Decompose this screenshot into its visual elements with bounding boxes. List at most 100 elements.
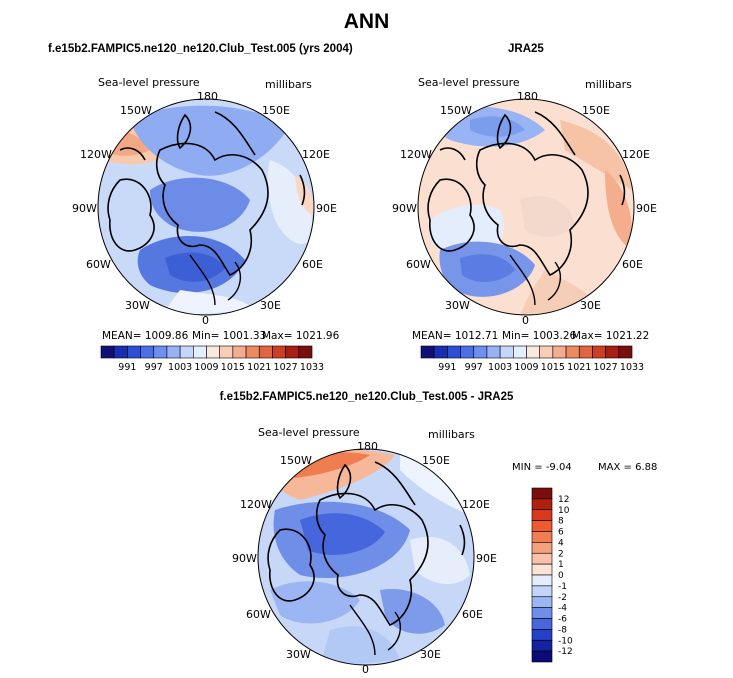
left-lon-90e: 90E <box>316 202 337 215</box>
diff-colorbar-swatch <box>531 574 553 587</box>
diff-colorbar-tick-label: 8 <box>558 517 564 527</box>
diff-colorbar-tick-label: 1 <box>558 560 564 570</box>
right-colorbar-tick-label: 1009 <box>514 362 538 373</box>
diff-lon-150w: 150W <box>280 454 312 467</box>
main-title: ANN <box>343 10 390 33</box>
diff-colorbar-swatch <box>531 542 553 554</box>
left-colorbar-swatch <box>232 345 247 359</box>
diff-units-label: millibars <box>428 428 475 441</box>
right-lon-120w: 120W <box>400 148 432 161</box>
right-mean: MEAN= 1012.71 <box>412 330 499 342</box>
right-lon-120e: 120E <box>622 148 650 161</box>
left-colorbar-tick-label: 1009 <box>194 362 218 373</box>
right-lon-60e: 60E <box>622 258 643 271</box>
diff-colorbar-tick-label: 12 <box>558 495 569 505</box>
right-lon-30e: 30E <box>580 299 601 312</box>
left-colorbar-swatch <box>272 345 286 359</box>
diff-colorbar-tick-label: 2 <box>558 549 564 559</box>
diff-polar-map <box>258 449 474 665</box>
left-colorbar-swatch <box>153 345 168 359</box>
left-colorbar-swatch <box>127 345 141 359</box>
left-colorbar: 991 997 1003 1009 1015 1021 1027 1033 <box>100 345 324 373</box>
right-colorbar-swatch <box>552 345 567 359</box>
diff-colorbar-tick-label: -12 <box>558 647 573 657</box>
left-colorbar-tick-label: 1021 <box>247 362 271 373</box>
right-lon-150w: 150W <box>440 104 472 117</box>
left-lon-150w: 150W <box>120 104 152 117</box>
left-colorbar-tick-label: 997 <box>145 362 163 373</box>
right-colorbar-swatch <box>460 345 475 359</box>
right-colorbar-swatch <box>513 345 527 359</box>
diff-colorbar-swatch <box>531 509 553 521</box>
left-lon-30e: 30E <box>260 299 281 312</box>
right-max: Max= 1021.22 <box>572 330 650 342</box>
diff-lon-90e: 90E <box>476 552 497 565</box>
left-colorbar-tick-label: 1015 <box>221 362 245 373</box>
left-max: Max= 1021.96 <box>262 330 340 342</box>
left-colorbar-swatch <box>206 345 220 359</box>
right-colorbar-tick-label: 1015 <box>541 362 565 373</box>
right-panel-title: JRA25 <box>508 43 544 55</box>
right-colorbar-tick-label: 1027 <box>594 362 618 373</box>
diff-colorbar-swatch <box>531 498 553 511</box>
left-colorbar-tick-label: 1003 <box>168 362 192 373</box>
right-lon-180: 180 <box>517 90 538 103</box>
right-colorbar-swatch <box>592 345 606 359</box>
left-colorbar-swatch <box>219 345 234 359</box>
left-colorbar-tick-label: 1033 <box>300 362 324 373</box>
right-colorbar-swatch <box>486 345 501 359</box>
diff-panel-title: f.e15b2.FAMPIC5.ne120_ne120.Club_Test.00… <box>219 391 514 403</box>
right-colorbar-swatch <box>526 345 540 359</box>
left-colorbar-swatch <box>285 345 300 359</box>
left-colorbar-swatch <box>245 345 260 359</box>
right-lon-150e: 150E <box>582 104 610 117</box>
diff-colorbar-tick-label: 4 <box>558 538 564 548</box>
left-colorbar-swatch <box>179 345 194 359</box>
right-colorbar-swatch <box>578 345 593 359</box>
right-lon-60w: 60W <box>406 258 431 271</box>
left-polar-map <box>98 99 314 315</box>
diff-lon-30w: 30W <box>286 648 311 661</box>
diff-colorbar-tick-label: -4 <box>558 604 567 614</box>
left-panel-title: f.e15b2.FAMPIC5.ne120_ne120.Club_Test.00… <box>48 43 353 55</box>
diff-colorbar-tick-label: -8 <box>558 625 567 635</box>
left-mean: MEAN= 1009.86 <box>102 330 189 342</box>
right-colorbar-swatch <box>618 345 633 359</box>
diff-lon-180: 180 <box>357 440 378 453</box>
diff-colorbar-swatch <box>531 531 553 543</box>
left-variable-label: Sea-level pressure <box>98 76 200 89</box>
diff-colorbar-swatch <box>531 639 553 652</box>
right-units-label: millibars <box>585 78 632 91</box>
right-colorbar-swatch <box>447 345 461 359</box>
right-colorbar-swatch <box>605 345 620 359</box>
right-colorbar-swatch <box>499 345 514 359</box>
left-lon-90w: 90W <box>72 202 97 215</box>
right-colorbar-tick-label: 997 <box>465 362 483 373</box>
left-colorbar-tick-label: 1027 <box>274 362 298 373</box>
right-lon-0: 0 <box>522 314 529 327</box>
left-colorbar-swatch <box>140 345 155 359</box>
left-colorbar-swatch <box>193 345 207 359</box>
right-colorbar-tick-label: 1003 <box>488 362 512 373</box>
diff-variable-label: Sea-level pressure <box>258 426 360 439</box>
right-colorbar-swatch <box>433 345 448 359</box>
right-colorbar-tick-label: 1021 <box>567 362 591 373</box>
diff-colorbar-swatch <box>531 585 553 598</box>
diff-lon-90w: 90W <box>232 552 257 565</box>
diff-colorbar-tick-label: -1 <box>558 582 567 592</box>
left-colorbar-tick-label: 991 <box>118 362 136 373</box>
diff-colorbar-swatch <box>531 552 553 565</box>
diff-lon-150e: 150E <box>422 454 450 467</box>
diff-colorbar-swatch <box>531 607 553 619</box>
diff-lon-60w: 60W <box>246 608 271 621</box>
diff-lon-0: 0 <box>362 663 369 676</box>
right-colorbar: 991 997 1003 1009 1015 1021 1027 1033 <box>420 345 644 373</box>
diff-colorbar-swatch <box>531 596 553 608</box>
left-lon-120w: 120W <box>80 148 112 161</box>
left-lon-150e: 150E <box>262 104 290 117</box>
left-lon-0: 0 <box>202 314 209 327</box>
diff-lon-30e: 30E <box>420 648 441 661</box>
left-map-border <box>97 98 315 316</box>
right-map-border <box>417 98 635 316</box>
